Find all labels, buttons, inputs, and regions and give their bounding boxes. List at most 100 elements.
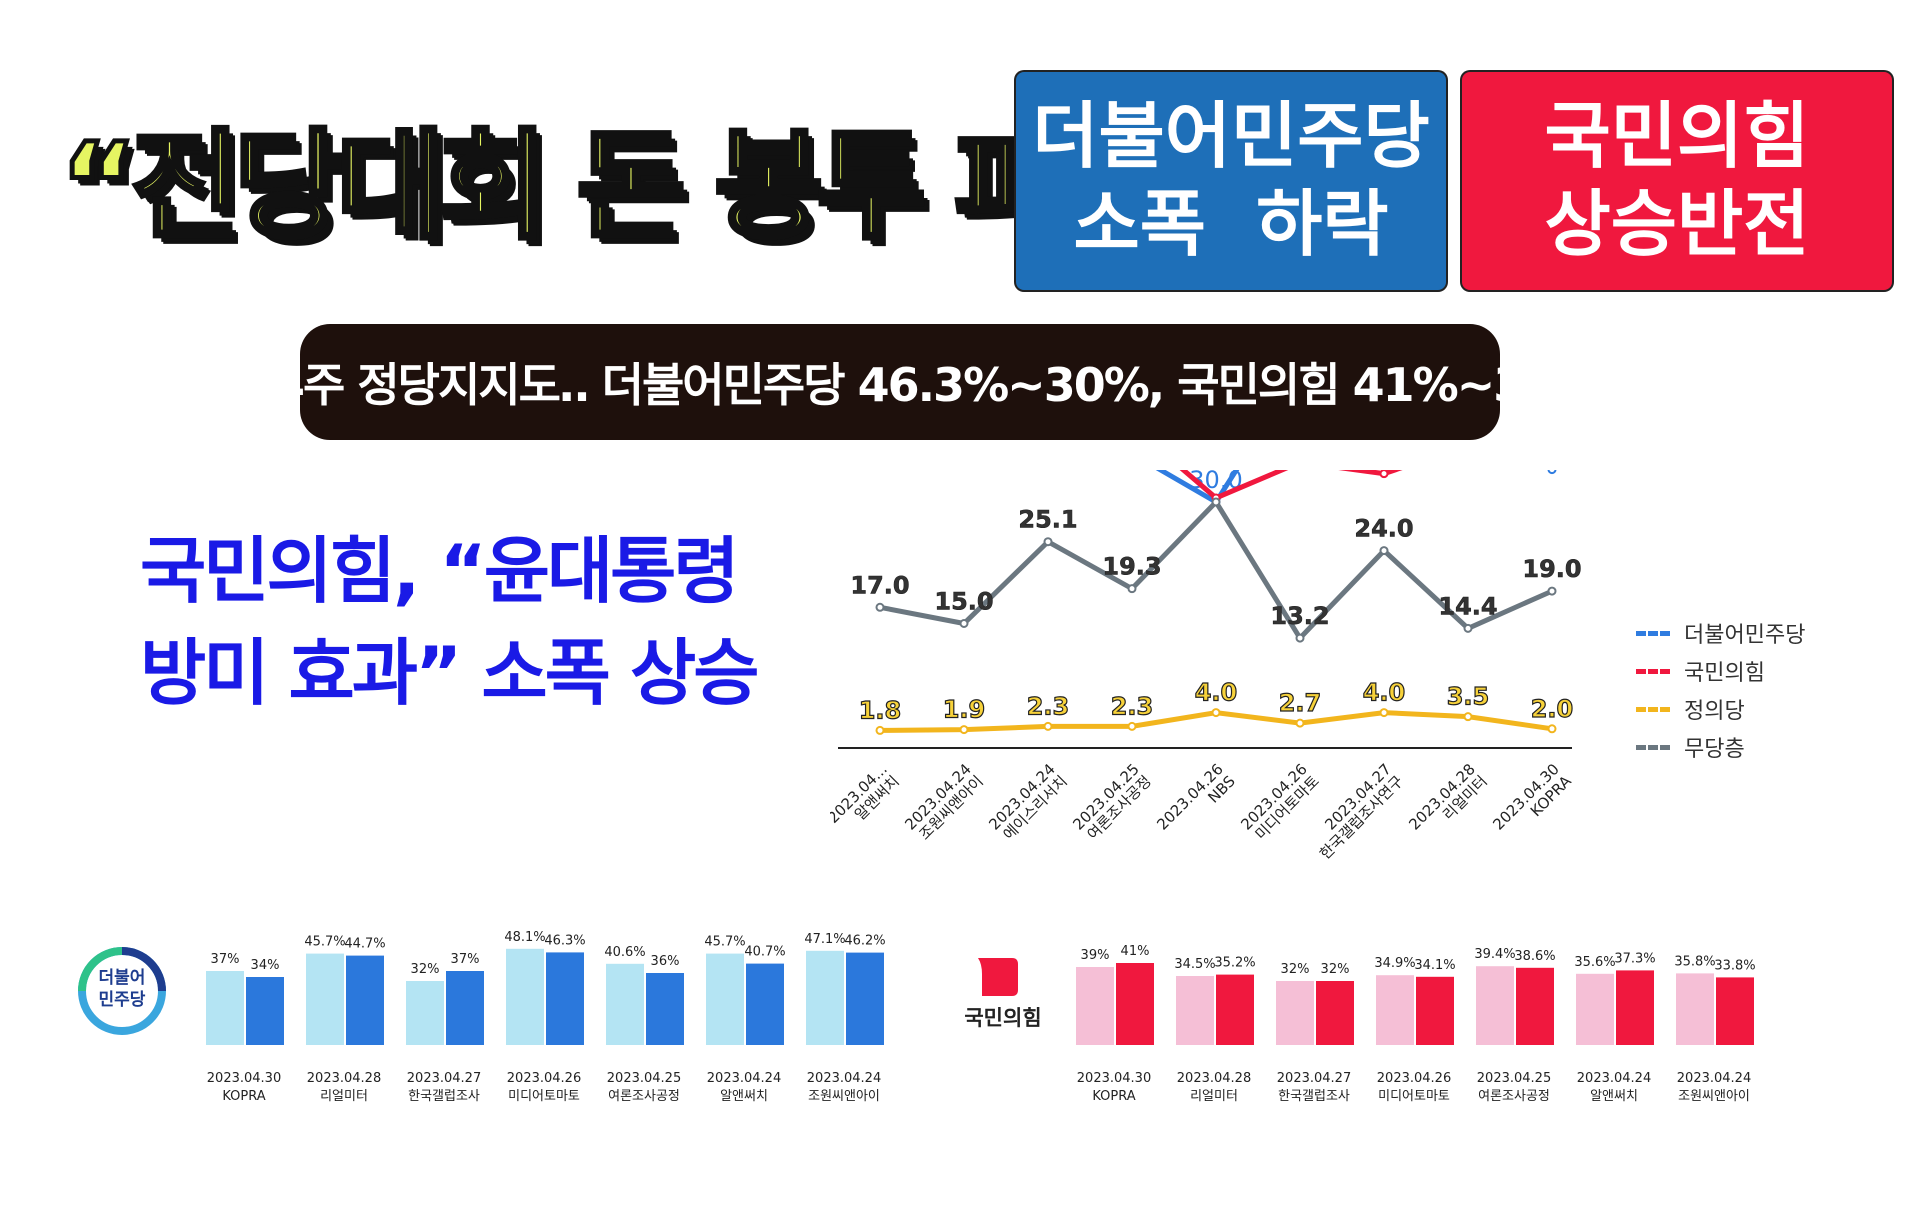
data-label: 2.0 [1531,695,1574,723]
bar [646,973,684,1045]
data-point [1211,497,1221,507]
badge-people-power-party: 국민의힘 상승반전 [1462,72,1892,290]
bar [346,955,384,1045]
bar-value-label: 44.7% [344,937,385,952]
x-tick-label-pollster: 미디어토마토 [1378,1089,1450,1104]
data-label: 1.8 [859,696,902,724]
legend-swatch [1636,706,1670,712]
x-tick-label-pollster: 조원씨앤아이 [1678,1089,1750,1104]
badge-blue-line-2: 소폭 하락 [1073,182,1389,266]
data-label: 13.2 [1270,602,1329,630]
data-point [959,725,969,735]
bar-value-label: 34.9% [1374,956,1415,971]
data-label: 24.0 [1354,515,1413,543]
data-label: 4.0 [1363,679,1406,707]
x-tick-label-pollster: KOPRA [222,1089,265,1104]
x-tick-label-date: 2023.04.24 [807,1071,881,1086]
bar [1616,970,1654,1045]
data-label: 19.3 [1102,553,1161,581]
bar-value-label: 47.1% [804,932,845,947]
line-chart: 40.746.234.936.030.046.337.044.734.041.0… [830,470,1582,863]
bar-value-label: 35.8% [1674,954,1715,969]
data-point [1463,623,1473,633]
x-tick-label-date: 2023.04.28 [307,1071,381,1086]
x-tick-label-date: 2023.04.28 [1177,1071,1251,1086]
bar-value-label: 37.3% [1614,951,1655,966]
legend-item: 정의당 [1636,690,1805,728]
legend-swatch [1636,744,1670,750]
ppp-logo-mark-icon [978,958,1018,996]
badge-blue-line-1: 더불어민주당 [1032,94,1430,178]
data-label: 3.5 [1447,683,1490,711]
bar [206,971,244,1045]
data-point [875,602,885,612]
data-label: 14.4 [1438,592,1497,620]
bar [606,963,644,1045]
x-tick-label-date: 2023.04.27 [1277,1071,1351,1086]
bar [506,948,544,1045]
bar-value-label: 41% [1121,944,1150,959]
bar [1476,966,1514,1045]
subheadline: 국민의힘, “윤대통령 방미 효과” 소폭 상승 [140,520,759,724]
x-tick-label-date: 2023.04.24 [1677,1071,1751,1086]
badge-democratic-party: 더불어민주당 소폭 하락 [1016,72,1446,290]
x-tick-label-date: 2023.04.24 [707,1071,781,1086]
legend-item: 더불어민주당 [1636,614,1805,652]
bar-value-label: 37% [451,952,480,967]
bar [1676,973,1714,1045]
people-power-party-logo: 국민의힘 [948,950,1058,1040]
bar-value-label: 45.7% [304,935,345,950]
bar [1076,967,1114,1045]
data-label: 2.3 [1111,692,1154,720]
x-tick-label-date: 2023.04.30 [207,1071,281,1086]
subheadline-line-1: 국민의힘, “윤대통령 [140,529,740,613]
bar [1716,977,1754,1045]
badge-red-line-2: 상승반전 [1544,182,1810,266]
bar [1576,973,1614,1045]
data-point [1211,708,1221,718]
data-label: 15.0 [934,588,993,616]
data-point [1547,586,1557,596]
bar-value-label: 39% [1081,948,1110,963]
data-label: 2.3 [1027,692,1070,720]
data-label: 2.7 [1279,689,1322,717]
dp-logo-ring-icon [78,947,166,1035]
x-tick-label-pollster: 조원씨앤아이 [808,1089,880,1104]
data-point [1379,470,1389,479]
x-tick-label: 2023.04...알앤써치 [830,760,903,827]
x-tick-label-date: 2023.04.26 [1377,1071,1451,1086]
data-label: 4.0 [1195,679,1238,707]
bar-value-label: 48.1% [504,930,545,945]
bar-value-label: 32% [1321,962,1350,977]
data-label: 17.0 [850,571,909,599]
data-point [875,725,885,735]
data-point [1295,718,1305,728]
summary-banner: 4월4주 정당지지도‥ 더불어민주당 46.3%~30%, 국민의힘 41%~3… [203,324,1599,440]
legend-item: 무당층 [1636,728,1805,766]
data-label: 1.9 [943,696,986,724]
x-tick-label-pollster: 리얼미터 [1190,1089,1238,1104]
dp-logo-text: 더불어 민주당 [98,968,146,1010]
democratic-party-logo: 더불어 민주당 [76,945,168,1037]
bar [1116,963,1154,1045]
bar [1516,967,1554,1045]
bar-value-label: 46.2% [844,934,885,949]
bar-value-label: 40.6% [604,945,645,960]
x-tick-label-pollster: 여론조사공정 [608,1089,680,1104]
x-tick-label-date: 2023.04.27 [407,1071,481,1086]
x-tick-label-pollster: 알앤써치 [1590,1089,1638,1104]
bar-value-label: 35.2% [1214,956,1255,971]
legend-item: 국민의힘 [1636,652,1805,690]
data-point [959,619,969,628]
legend-swatch [1636,668,1670,674]
data-point [1295,633,1305,643]
x-tick-label-date: 2023.04.26 [507,1071,581,1086]
x-tick-label-date: 2023.04.25 [607,1071,681,1086]
data-point [1463,712,1473,722]
